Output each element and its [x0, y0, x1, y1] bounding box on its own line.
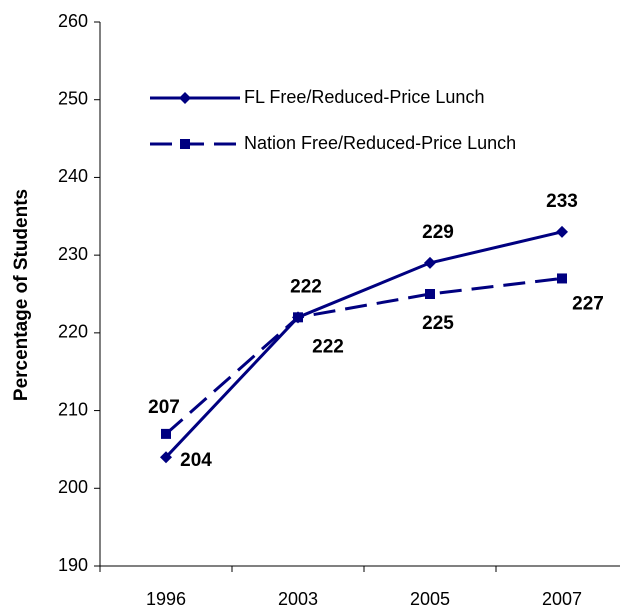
marker: [180, 139, 190, 149]
marker: [424, 256, 436, 269]
series-line: [165, 276, 563, 436]
data-label: 207: [148, 397, 180, 418]
data-label: 222: [290, 276, 322, 297]
y-tick-label: 240: [58, 166, 88, 186]
y-tick-label: 200: [58, 477, 88, 497]
x-tick-label: 2007: [542, 589, 582, 609]
x-tick-label: 1996: [146, 589, 186, 609]
data-label: 225: [422, 313, 454, 334]
series-line: [164, 230, 563, 459]
x-tick-label: 2003: [278, 589, 318, 609]
x-tick-label: 2005: [410, 589, 450, 609]
marker: [425, 289, 435, 299]
y-tick-label: 230: [58, 244, 88, 264]
y-tick-label: 250: [58, 88, 88, 108]
data-label: 229: [422, 222, 454, 243]
marker: [161, 428, 171, 439]
data-label: 233: [546, 191, 578, 212]
marker: [293, 312, 303, 323]
data-label: 227: [572, 293, 604, 314]
marker: [179, 92, 191, 104]
legend-label: Nation Free/Reduced-Price Lunch: [244, 133, 516, 153]
y-tick-label: 190: [58, 555, 88, 575]
y-axis-label: Percentage of Students: [11, 189, 32, 401]
marker: [556, 225, 568, 238]
data-label: 204: [180, 450, 212, 471]
y-tick-label: 220: [58, 322, 88, 342]
y-tick-label: 210: [58, 399, 88, 419]
marker: [557, 273, 567, 284]
y-tick-label: 260: [58, 11, 88, 31]
legend-label: FL Free/Reduced-Price Lunch: [244, 87, 484, 107]
marker: [160, 451, 172, 464]
data-label: 222: [312, 336, 344, 357]
